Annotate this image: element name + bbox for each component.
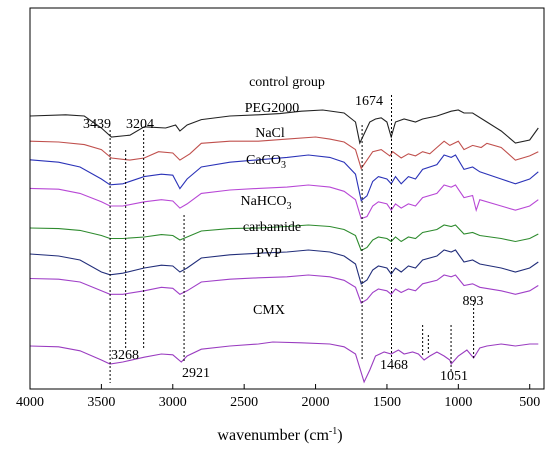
spectrum-pvp bbox=[29, 274, 539, 304]
x-tick-label-3500: 3500 bbox=[87, 395, 115, 410]
label-nacl: NaCl bbox=[255, 126, 285, 141]
spectrum-caco3 bbox=[29, 184, 539, 220]
spectra-layer bbox=[29, 109, 539, 384]
x-tick-label-2000: 2000 bbox=[302, 395, 330, 410]
label-caco3: CaCO3 bbox=[246, 153, 286, 171]
reference-lines bbox=[109, 95, 475, 383]
label-nahco3: NaHCO3 bbox=[241, 194, 292, 212]
x-tick-label-4000: 4000 bbox=[16, 395, 44, 410]
label-peg2000: PEG2000 bbox=[245, 101, 299, 116]
annotation-1051: 1051 bbox=[440, 369, 468, 384]
annotation-893: 893 bbox=[463, 294, 484, 309]
spectrum-peg2000 bbox=[29, 136, 539, 170]
spectrum-nacl bbox=[29, 154, 539, 202]
label-control-group: control group bbox=[249, 75, 325, 90]
annotation-3439: 3439 bbox=[83, 117, 111, 132]
x-tick-label-500: 500 bbox=[519, 395, 540, 410]
label-carbamide: carbamide bbox=[243, 220, 301, 235]
spectrum-nahco3 bbox=[29, 224, 539, 252]
x-tick-label-1500: 1500 bbox=[373, 395, 401, 410]
annotation-2921: 2921 bbox=[182, 366, 210, 381]
x-tick-label-1000: 1000 bbox=[444, 395, 472, 410]
annotation-3268: 3268 bbox=[111, 348, 139, 363]
x-tick-label-3000: 3000 bbox=[159, 395, 187, 410]
label-pvp: PVP bbox=[256, 246, 282, 261]
x-axis-ticks: 4000 3500 3000 2500 2000 1500 1000 500 bbox=[16, 384, 540, 410]
x-axis-title: wavenumber (cm-1) bbox=[217, 426, 342, 444]
annotation-3204: 3204 bbox=[126, 117, 154, 132]
label-cmx: CMX bbox=[253, 303, 285, 318]
spectrum-carbamide bbox=[29, 249, 539, 285]
spectrum-cmx bbox=[29, 341, 539, 384]
annotation-1674: 1674 bbox=[355, 94, 383, 109]
annotation-1468: 1468 bbox=[380, 358, 408, 373]
plot-frame bbox=[29, 7, 545, 390]
x-tick-label-2500: 2500 bbox=[230, 395, 258, 410]
